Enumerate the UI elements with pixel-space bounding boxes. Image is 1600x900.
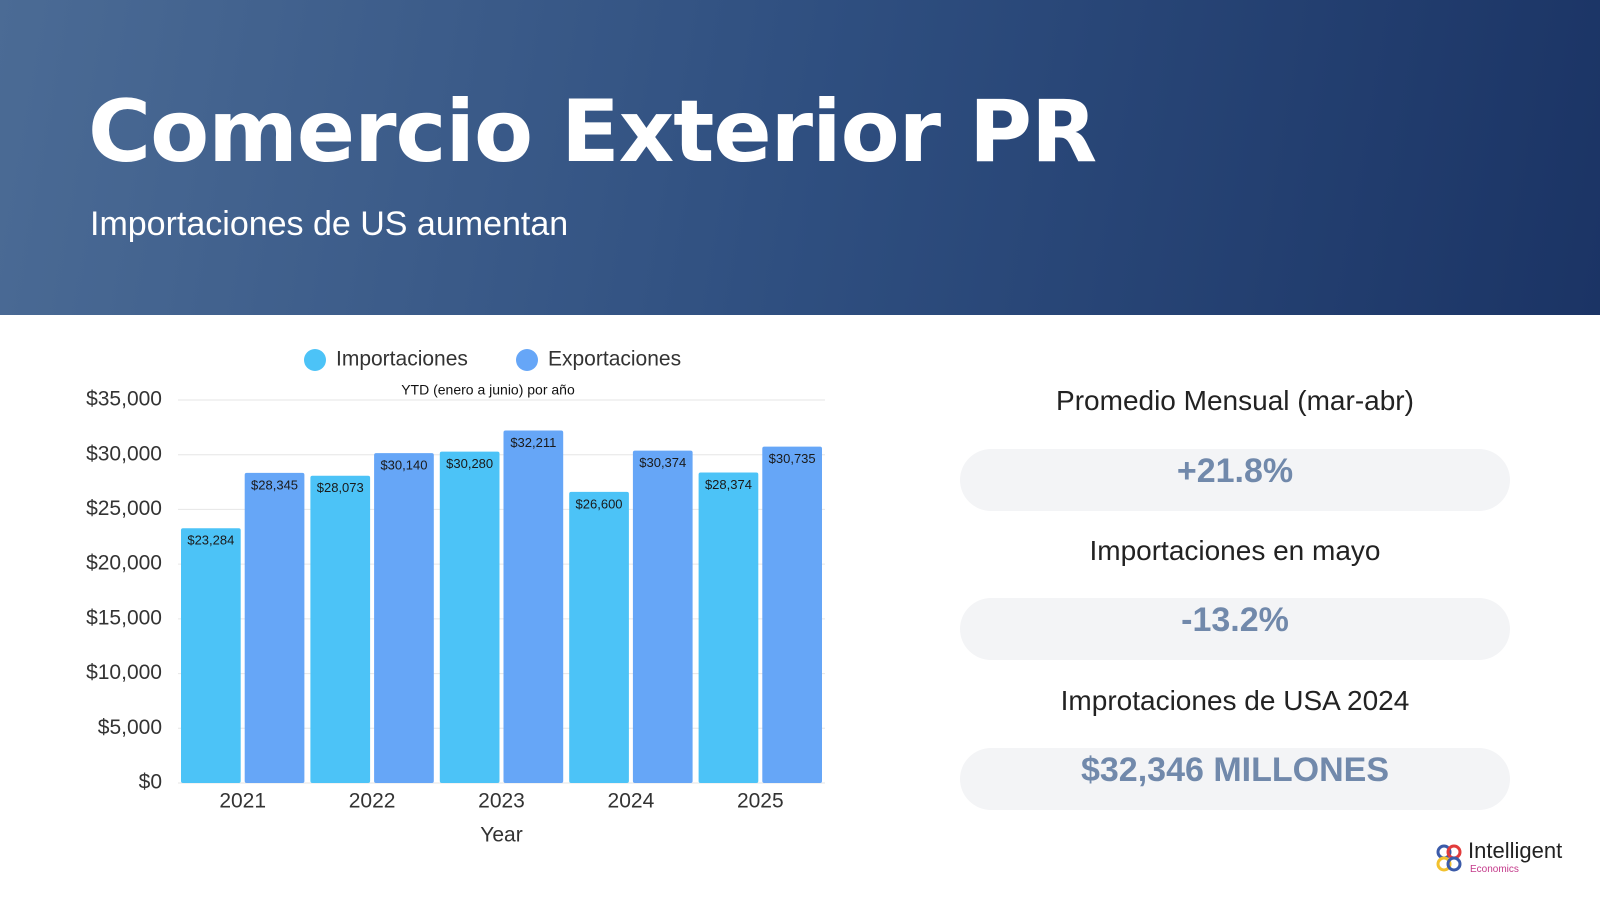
bar: [698, 472, 759, 783]
bar: [762, 446, 822, 783]
y-tick-label: $5,000: [98, 716, 162, 739]
value-label: $30,280: [446, 456, 493, 471]
kpi-label: Improtaciones de USA 2024: [1060, 685, 1410, 716]
value-label: $28,345: [251, 477, 298, 492]
kpi-label: Importaciones en mayo: [1089, 535, 1381, 566]
chart: $0 $5,000 $10,000 $15,000 $20,000 $25,000 $30,…: [86, 348, 825, 847]
legend-swatch: [304, 349, 326, 371]
value-label: $30,735: [769, 451, 816, 466]
subtitle: Importaciones de US aumentan: [90, 205, 569, 243]
legend-label: Exportaciones: [548, 348, 681, 371]
kpi-label: Promedio Mensual (mar-abr): [1056, 385, 1414, 416]
bar: [569, 491, 629, 783]
x-tick-label: 2023: [478, 790, 525, 813]
y-tick-label: $25,000: [86, 497, 162, 520]
y-tick-label: $20,000: [86, 552, 162, 575]
bar: [632, 450, 693, 783]
kpi-value: $32,346 MILLONES: [960, 748, 1510, 810]
chart-note: YTD (enero a junio) por año: [401, 382, 575, 398]
title: Comercio Exterior PR: [88, 82, 1097, 182]
x-tick-label: 2025: [737, 790, 784, 813]
x-tick-label: 2024: [608, 790, 655, 813]
value-label: $26,600: [576, 496, 623, 511]
legend-swatch: [516, 349, 538, 371]
x-tick-label: 2021: [219, 790, 266, 813]
value-label: $23,284: [187, 533, 234, 548]
y-tick-label: $0: [139, 771, 162, 794]
bar: [310, 475, 371, 783]
value-label: $30,140: [380, 458, 427, 473]
bar: [244, 472, 305, 783]
bar: [439, 451, 500, 783]
bar: [181, 528, 241, 783]
legend-label: Importaciones: [336, 348, 468, 371]
y-tick-label: $10,000: [86, 661, 162, 684]
kpi-value: -13.2%: [960, 598, 1510, 660]
logo: Intelligent Economics: [1436, 840, 1562, 875]
x-tick-label: 2022: [349, 790, 396, 813]
value-label: $28,374: [705, 477, 752, 492]
kpi-value: +21.8%: [960, 449, 1510, 511]
bar: [374, 453, 434, 783]
value-label: $30,374: [639, 455, 686, 470]
x-axis-label: Year: [480, 824, 522, 847]
logo-name: Intelligent: [1468, 840, 1562, 863]
y-tick-label: $35,000: [86, 388, 162, 411]
y-tick-label: $30,000: [86, 442, 162, 465]
bar: [503, 430, 564, 783]
value-label: $32,211: [510, 435, 556, 450]
value-label: $28,073: [317, 480, 364, 495]
header: Comercio Exterior PR Importaciones de US…: [0, 0, 1600, 315]
logo-sub: Economics: [1470, 864, 1519, 875]
y-tick-label: $15,000: [86, 606, 162, 629]
